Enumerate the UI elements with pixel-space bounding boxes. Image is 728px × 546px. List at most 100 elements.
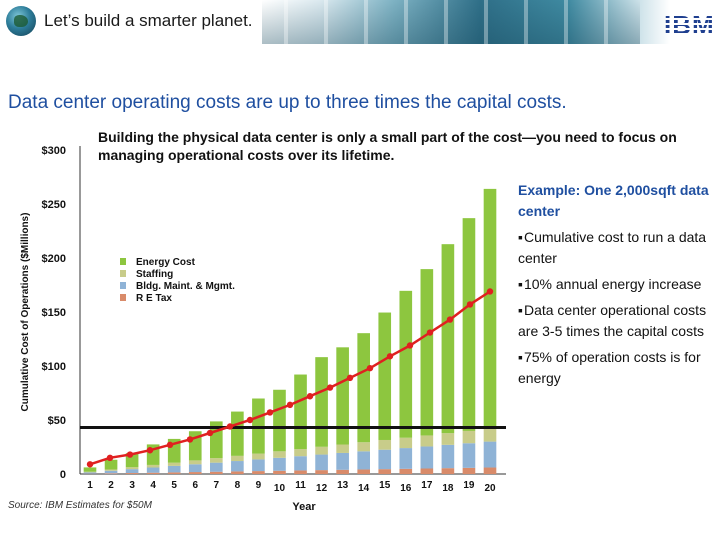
y-tick-label: $200 — [42, 253, 66, 265]
bar-energy-year-13 — [336, 347, 349, 445]
legend-label: Staffing — [136, 269, 173, 280]
legend-swatch — [120, 282, 126, 289]
bar-maint-year-1 — [83, 472, 97, 474]
bar-maint-year-8 — [231, 461, 244, 472]
bar-staffing-year-7 — [210, 458, 223, 463]
legend-label: Energy Cost — [136, 257, 196, 268]
bar-energy-year-20 — [483, 188, 497, 429]
x-tick-label: 9 — [256, 480, 262, 491]
bar-staffing-year-2 — [104, 469, 118, 471]
x-tick-label: 12 — [316, 483, 328, 494]
bar-energy-year-12 — [315, 357, 328, 447]
bar-staffing-year-16 — [399, 437, 413, 449]
bar-energy-year-15 — [378, 312, 392, 440]
bar-maint-year-7 — [210, 462, 223, 472]
bar-maint-year-10 — [273, 457, 286, 471]
globe-icon — [6, 6, 36, 36]
trend-point — [246, 416, 254, 424]
legend-swatch — [120, 258, 126, 265]
bar-staffing-year-10 — [273, 451, 286, 458]
bar-tax-year-14 — [357, 469, 370, 474]
x-axis-title: Year — [292, 501, 316, 513]
bar-energy-year-16 — [399, 290, 413, 438]
trend-point — [166, 441, 174, 449]
bar-energy-year-2 — [104, 459, 118, 470]
x-tick-label: 20 — [484, 483, 496, 494]
x-tick-label: 1 — [87, 480, 93, 491]
bar-tax-year-2 — [104, 473, 118, 474]
bar-staffing-year-12 — [315, 446, 328, 455]
trend-point — [146, 447, 154, 454]
trend-point — [286, 401, 294, 409]
bar-maint-year-20 — [483, 441, 497, 468]
bar-maint-year-2 — [104, 470, 118, 474]
trend-point — [386, 353, 394, 360]
bar-maint-year-18 — [441, 444, 455, 469]
x-tick-label: 18 — [442, 483, 454, 494]
bar-maint-year-19 — [462, 443, 476, 468]
bar-energy-year-1 — [83, 467, 97, 472]
y-tick-label: $300 — [42, 145, 66, 157]
trend-point — [86, 461, 94, 468]
bar-staffing-year-20 — [483, 428, 497, 442]
headline: Data center operating costs are up to th… — [8, 92, 567, 113]
x-tick-label: 17 — [421, 480, 433, 491]
y-tick-label: $100 — [42, 361, 66, 373]
x-tick-label: 19 — [463, 480, 475, 491]
trend-point — [446, 316, 454, 323]
bar-staffing-year-15 — [378, 439, 392, 450]
bar-staffing-year-11 — [294, 449, 307, 457]
bar-tax-year-10 — [273, 470, 286, 474]
trend-point — [346, 374, 354, 382]
y-tick-label: $50 — [48, 415, 66, 427]
bar-tax-year-4 — [146, 472, 160, 474]
bar-energy-year-9 — [252, 398, 265, 454]
bar-tax-year-13 — [336, 469, 349, 474]
bar-energy-year-18 — [441, 244, 455, 434]
x-tick-label: 7 — [214, 480, 220, 491]
x-tick-label: 5 — [171, 480, 177, 491]
bar-staffing-year-18 — [441, 433, 455, 445]
y-tick-label: 0 — [60, 469, 66, 481]
bar-maint-year-11 — [294, 456, 307, 471]
bar-energy-year-14 — [357, 333, 370, 443]
bar-maint-year-12 — [315, 454, 328, 471]
bar-maint-year-4 — [146, 467, 160, 473]
bar-maint-year-16 — [399, 448, 413, 469]
bar-energy-year-8 — [231, 411, 244, 456]
bar-tax-year-16 — [399, 468, 413, 474]
bar-maint-year-5 — [167, 465, 181, 473]
bar-energy-year-10 — [273, 389, 286, 452]
bar-tax-year-6 — [188, 472, 202, 474]
bar-staffing-year-8 — [231, 455, 244, 462]
trend-point — [206, 429, 214, 437]
bar-maint-year-3 — [125, 469, 139, 474]
legend-label: Bldg. Maint. & Mgmt. — [136, 281, 235, 292]
trend-point — [486, 288, 494, 295]
x-tick-label: 15 — [379, 480, 391, 491]
legend-swatch — [120, 294, 126, 301]
bar-staffing-year-1 — [83, 471, 97, 473]
bar-energy-year-17 — [420, 269, 434, 436]
x-tick-label: 4 — [150, 480, 156, 491]
bar-staffing-year-6 — [188, 460, 202, 465]
tagline: Let’s build a smarter planet. — [44, 11, 253, 30]
ibm-logo: IBM — [664, 10, 715, 40]
bar-maint-year-6 — [188, 464, 202, 473]
y-axis-title: Cumulative Cost of Operations ($Millions… — [20, 213, 31, 412]
trend-point — [326, 384, 334, 391]
bar-staffing-year-4 — [146, 464, 160, 468]
y-tick-label: $150 — [42, 307, 66, 319]
bar-staffing-year-5 — [167, 462, 181, 466]
bar-energy-year-11 — [294, 374, 307, 450]
bar-staffing-year-17 — [420, 435, 434, 447]
bar-tax-year-17 — [420, 468, 434, 474]
trend-point — [106, 454, 114, 461]
trend-point — [306, 393, 314, 400]
banner — [0, 0, 728, 44]
bullet-operational-ratio: Data center operational costs are 3-5 ti… — [518, 300, 718, 342]
bar-maint-year-15 — [378, 449, 392, 470]
legend-label: R E Tax — [136, 293, 172, 304]
x-tick-label: 16 — [400, 483, 412, 494]
